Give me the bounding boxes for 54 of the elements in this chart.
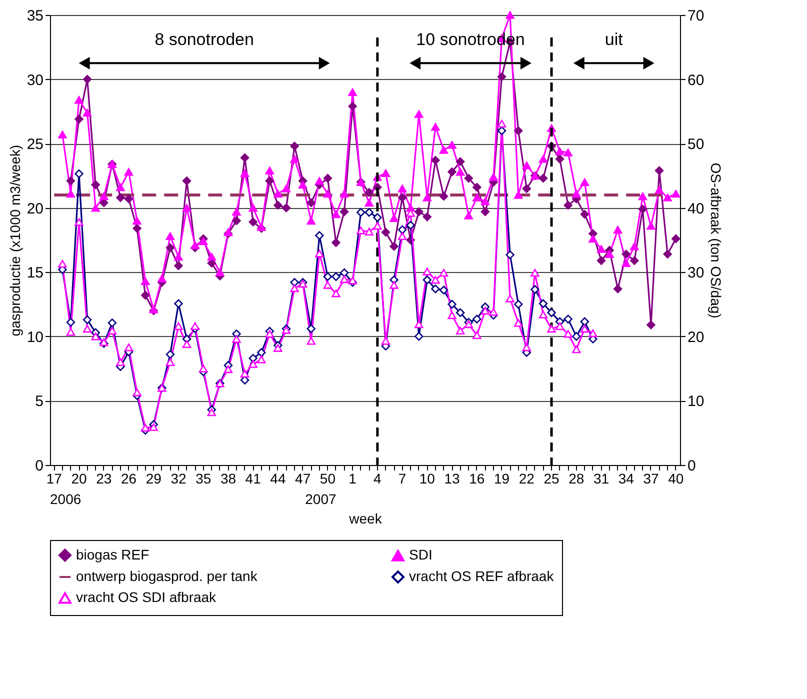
x-tick-label: 44 — [270, 470, 286, 486]
y-tick-label: 30 — [26, 72, 44, 89]
x-tick-label: 10 — [419, 470, 436, 486]
x-tick-label: 13 — [444, 470, 460, 486]
x-tick-label: 23 — [96, 470, 112, 486]
x-tick-label: 26 — [120, 470, 137, 486]
x-tick-label: 41 — [245, 470, 262, 486]
y-tick-label: 25 — [26, 136, 44, 154]
x-tick-label: 7 — [398, 470, 406, 486]
y2-tick-label: 30 — [688, 264, 704, 282]
y2-tick-label: 60 — [688, 72, 704, 89]
x-tick-label: 34 — [618, 470, 634, 486]
x-tick-label: 31 — [593, 470, 610, 486]
x-tick-label: 4 — [374, 470, 382, 486]
x-tick-label: 19 — [494, 470, 510, 486]
text: 2006 — [50, 491, 82, 507]
legend-label: biogas REF — [76, 546, 150, 562]
y-tick-label: 20 — [26, 200, 44, 218]
y-tick-label: 0 — [35, 458, 44, 474]
y2-tick-label: 50 — [688, 136, 704, 154]
x-tick-label: 1 — [348, 470, 357, 486]
x-tick-label: 38 — [220, 470, 236, 486]
y2-tick-label: 0 — [688, 458, 696, 474]
x-tick-label: 40 — [668, 470, 684, 486]
y-tick-label: 10 — [26, 328, 44, 346]
y2-tick-label: 70 — [688, 8, 704, 24]
x-tick-label: 22 — [518, 470, 535, 486]
x-tick-label: 28 — [568, 470, 584, 486]
x-tick-label: 29 — [146, 470, 162, 486]
legend-label: vracht OS REF afbraak — [409, 568, 555, 584]
x-axis-title: week — [348, 510, 383, 526]
y2-tick-label: 40 — [688, 200, 704, 218]
y2-tick-label: 20 — [688, 328, 704, 346]
x-tick-label: 35 — [196, 470, 212, 486]
x-tick-label: 47 — [295, 470, 311, 486]
text: 2007 — [305, 491, 337, 507]
x-tick-label: 20 — [71, 470, 88, 486]
y-tick-label: 5 — [35, 393, 44, 410]
annotation: 8 sonotroden — [154, 30, 254, 50]
x-tick-label: 25 — [544, 470, 560, 486]
legend-label: ontwerp biogasprod. per tank — [76, 568, 258, 584]
y2-axis-title: OS-afbraak (ton OS/dag) — [708, 162, 724, 318]
x-tick-label: 37 — [643, 470, 659, 486]
y-tick-label: 15 — [26, 264, 44, 282]
legend-label: SDI — [409, 546, 432, 563]
legend-label: vracht OS SDI afbraak — [76, 589, 218, 605]
x-tick-label: 17 — [46, 470, 62, 486]
x-tick-label: 32 — [170, 470, 186, 486]
x-tick-label: 16 — [469, 470, 485, 486]
x-tick-label: 50 — [320, 470, 336, 486]
y-tick-label: 35 — [26, 8, 44, 24]
y2-tick-label: 10 — [688, 393, 704, 410]
annotation: uit — [604, 30, 624, 50]
y-axis-title: gasproductie (x1000 m3/week) — [6, 144, 23, 336]
